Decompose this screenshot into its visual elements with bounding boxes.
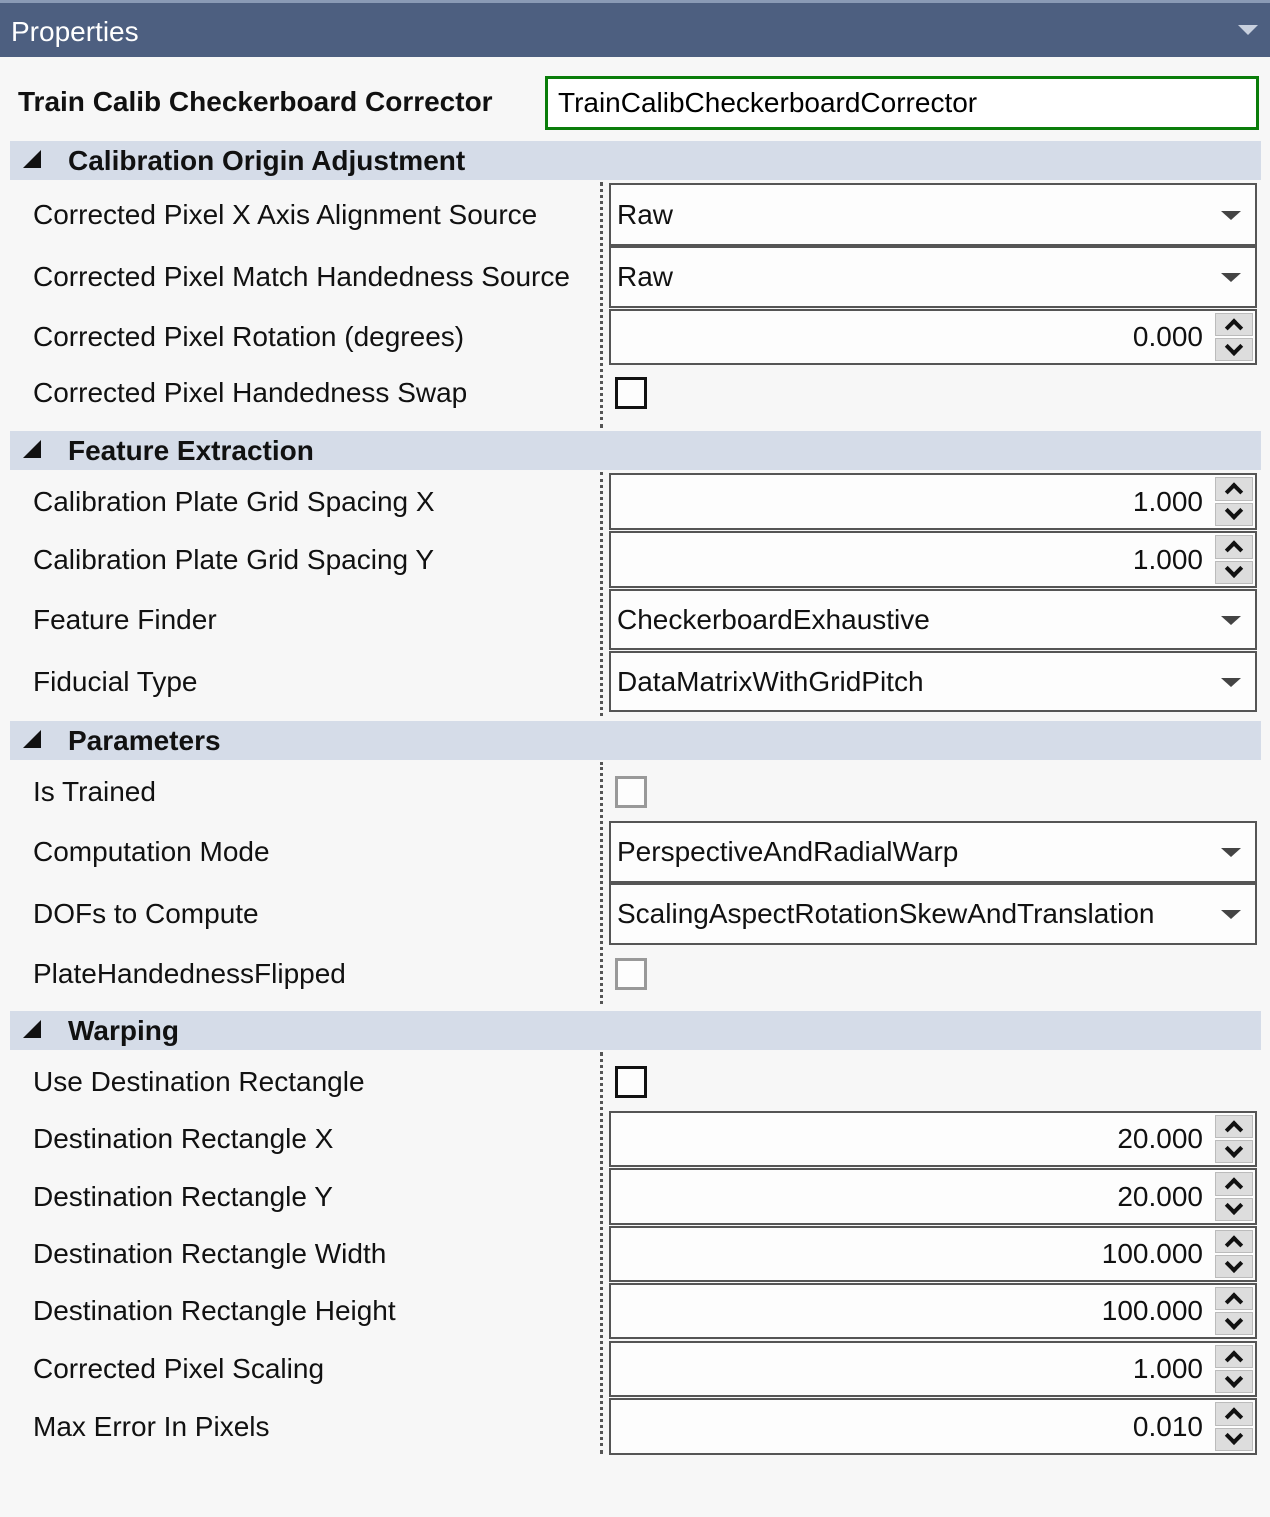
properties-header: Properties [0, 0, 1270, 57]
collapse-triangle-icon[interactable] [23, 150, 41, 168]
section-warping[interactable]: Warping [10, 1011, 1261, 1050]
value: CheckerboardExhaustive [617, 603, 930, 635]
spin-down-icon[interactable] [1215, 502, 1253, 526]
dropdown-arrow-icon[interactable] [1221, 273, 1241, 282]
dropdown-feature-finder[interactable]: CheckerboardExhaustive [609, 589, 1257, 650]
property-label-corrected-pixel-scaling: Corrected Pixel Scaling [33, 1353, 325, 1384]
property-label-corrected-pixel-handedness-swap: Corrected Pixel Handedness Swap [33, 377, 468, 408]
spin-up-icon[interactable] [1215, 1230, 1253, 1253]
checkbox-is-trained [615, 776, 647, 808]
value: PerspectiveAndRadialWarp [617, 836, 959, 867]
spin-down-icon[interactable] [1215, 1370, 1253, 1393]
value: 1.000 [1132, 485, 1203, 517]
collapse-triangle-icon[interactable] [23, 440, 41, 458]
spin-up-icon[interactable] [1215, 477, 1253, 501]
column-divider[interactable] [600, 762, 603, 1004]
section-calibration-origin-adjustment[interactable]: Calibration Origin Adjustment [10, 141, 1261, 180]
spinner-destination-rectangle-x[interactable]: 20.000 [609, 1111, 1257, 1167]
dropdown-arrow-icon[interactable] [1221, 848, 1241, 857]
dropdown-fiducial-type[interactable]: DataMatrixWithGridPitch [609, 651, 1257, 712]
property-label-is-trained: Is Trained [33, 775, 156, 807]
section-title: Warping [68, 1015, 179, 1046]
column-divider[interactable] [600, 472, 603, 716]
value: 0.000 [1132, 321, 1203, 352]
value: 100.000 [1101, 1295, 1203, 1326]
property-label-max-error-in-pixels: Max Error In Pixels [33, 1410, 270, 1442]
value: 1.000 [1132, 1353, 1203, 1384]
value: Raw [617, 198, 674, 230]
spin-down-icon[interactable] [1215, 1197, 1253, 1221]
collapse-triangle-icon[interactable] [23, 1020, 41, 1038]
property-label-dofs-to-compute: DOFs to Compute [33, 898, 259, 929]
spin-down-icon[interactable] [1215, 560, 1253, 584]
spin-up-icon[interactable] [1215, 313, 1253, 336]
value: 100.000 [1101, 1238, 1203, 1269]
value: DataMatrixWithGridPitch [617, 665, 924, 697]
dropdown-arrow-icon[interactable] [1221, 910, 1241, 919]
property-label-computation-mode: Computation Mode [33, 836, 270, 867]
spin-down-icon[interactable] [1215, 1312, 1253, 1335]
spin-up-icon[interactable] [1215, 535, 1253, 559]
column-divider[interactable] [600, 1052, 603, 1454]
spinner-corrected-pixel-scaling[interactable]: 1.000 [609, 1341, 1257, 1397]
property-label-corrected-pixel-x-axis-alignment-source: Corrected Pixel X Axis Alignment Source [33, 198, 538, 230]
section-feature-extraction[interactable]: Feature Extraction [10, 431, 1261, 470]
spinner-corrected-pixel-rotation-degrees[interactable]: 0.000 [609, 309, 1257, 365]
property-label-corrected-pixel-rotation-degrees: Corrected Pixel Rotation (degrees) [33, 321, 465, 352]
section-title: Calibration Origin Adjustment [68, 145, 466, 176]
spin-up-icon[interactable] [1215, 1287, 1253, 1310]
value: Raw [617, 261, 674, 292]
spin-up-icon[interactable] [1215, 1115, 1253, 1138]
property-label-fiducial-type: Fiducial Type [33, 665, 198, 697]
value: 20.000 [1117, 1123, 1203, 1154]
property-label-destination-rectangle-y: Destination Rectangle Y [33, 1180, 333, 1212]
property-label-feature-finder: Feature Finder [33, 603, 217, 635]
spin-up-icon[interactable] [1215, 1345, 1253, 1368]
spin-down-icon[interactable] [1215, 1255, 1253, 1278]
dropdown-arrow-icon[interactable] [1221, 677, 1241, 687]
section-parameters[interactable]: Parameters [10, 721, 1261, 760]
spin-down-icon[interactable] [1215, 1427, 1253, 1451]
value: 0.010 [1132, 1410, 1203, 1442]
spin-up-icon[interactable] [1215, 1172, 1253, 1196]
object-type-label: Train Calib Checkerboard Corrector [18, 86, 493, 117]
spinner-destination-rectangle-width[interactable]: 100.000 [609, 1226, 1257, 1282]
dropdown-corrected-pixel-match-handedness-source[interactable]: Raw [609, 246, 1257, 308]
checkbox-use-destination-rectangle[interactable] [615, 1066, 647, 1098]
column-divider[interactable] [600, 182, 603, 428]
spin-down-icon[interactable] [1215, 1140, 1253, 1163]
collapse-triangle-icon[interactable] [23, 730, 41, 748]
panel-title: Properties [11, 16, 139, 47]
property-label-destination-rectangle-height: Destination Rectangle Height [33, 1295, 396, 1326]
spinner-destination-rectangle-height[interactable]: 100.000 [609, 1283, 1257, 1339]
property-label-calibration-plate-grid-spacing-y: Calibration Plate Grid Spacing Y [33, 543, 435, 575]
value: 1.000 [1132, 543, 1203, 575]
checkbox-platehandednessflipped [615, 958, 647, 990]
spin-down-icon[interactable] [1215, 338, 1253, 361]
property-label-destination-rectangle-x: Destination Rectangle X [33, 1123, 334, 1154]
section-title: Parameters [68, 725, 221, 756]
spinner-calibration-plate-grid-spacing-y[interactable]: 1.000 [609, 531, 1257, 588]
property-label-destination-rectangle-width: Destination Rectangle Width [33, 1238, 387, 1269]
dropdown-corrected-pixel-x-axis-alignment-source[interactable]: Raw [609, 183, 1257, 246]
section-title: Feature Extraction [68, 435, 314, 466]
property-label-corrected-pixel-match-handedness-source: Corrected Pixel Match Handedness Source [33, 261, 570, 292]
spin-up-icon[interactable] [1215, 1402, 1253, 1426]
property-label-calibration-plate-grid-spacing-x: Calibration Plate Grid Spacing X [33, 485, 435, 517]
property-label-platehandednessflipped: PlateHandednessFlipped [33, 957, 346, 989]
object-name-input[interactable] [545, 76, 1259, 130]
dropdown-dofs-to-compute[interactable]: ScalingAspectRotationSkewAndTranslation [609, 883, 1257, 945]
dropdown-arrow-icon[interactable] [1221, 615, 1241, 625]
spinner-destination-rectangle-y[interactable]: 20.000 [609, 1168, 1257, 1225]
value: 20.000 [1117, 1180, 1203, 1212]
dropdown-arrow-icon[interactable] [1221, 210, 1241, 220]
value: ScalingAspectRotationSkewAndTranslation [617, 898, 1155, 929]
spinner-calibration-plate-grid-spacing-x[interactable]: 1.000 [609, 473, 1257, 530]
spinner-max-error-in-pixels[interactable]: 0.010 [609, 1398, 1257, 1455]
chevron-down-icon[interactable] [1238, 25, 1258, 35]
dropdown-computation-mode[interactable]: PerspectiveAndRadialWarp [609, 821, 1257, 883]
property-label-use-destination-rectangle: Use Destination Rectangle [33, 1065, 365, 1097]
checkbox-corrected-pixel-handedness-swap[interactable] [615, 377, 647, 409]
